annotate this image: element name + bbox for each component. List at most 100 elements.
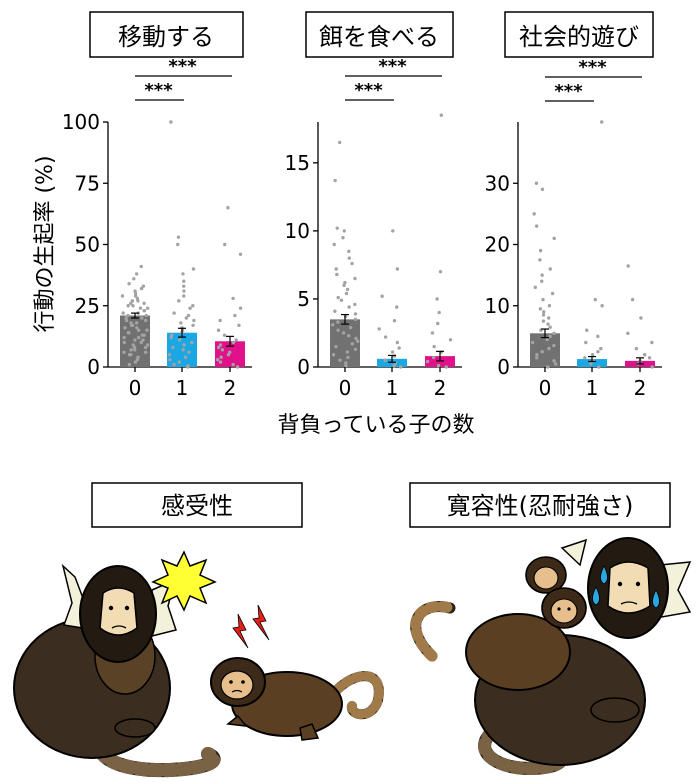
data-point — [177, 338, 182, 342]
data-point — [554, 362, 558, 366]
data-point — [123, 326, 127, 330]
y-tick-label: 20 — [485, 233, 510, 257]
data-point — [335, 226, 339, 230]
x-tick-label: 1 — [386, 376, 399, 400]
data-point — [547, 346, 551, 351]
data-point — [331, 323, 335, 327]
data-point — [547, 316, 551, 320]
data-point — [140, 316, 144, 320]
data-point — [216, 328, 221, 332]
data-point — [348, 325, 353, 330]
data-point — [181, 348, 185, 352]
y-tick-label: 30 — [485, 171, 510, 195]
sensitivity-label-box: 感受性 — [91, 482, 303, 528]
data-point — [182, 343, 186, 347]
data-point — [431, 355, 436, 360]
panel-title-eat: 餌を食べる — [319, 23, 439, 51]
data-point — [124, 318, 129, 323]
panel-title-box-eat: 餌を食べる — [305, 11, 454, 58]
data-point — [231, 340, 236, 345]
y-axis-label: 行動の生起率 (%) — [33, 155, 58, 332]
data-point — [184, 316, 189, 320]
data-point — [182, 284, 186, 288]
data-point — [354, 336, 358, 341]
adult-marmoset-right-illustration — [410, 537, 692, 776]
data-point — [139, 264, 143, 269]
data-point — [535, 353, 539, 357]
startle-flash-icon — [151, 550, 217, 612]
data-point — [143, 345, 148, 350]
data-point — [448, 338, 453, 342]
data-point — [336, 328, 340, 332]
adult-marmoset-left-illustration — [13, 563, 221, 778]
data-point — [541, 313, 546, 317]
significance-label: *** — [554, 81, 583, 102]
data-point — [435, 297, 439, 301]
data-point — [131, 304, 135, 308]
data-point — [546, 322, 550, 326]
data-point — [182, 279, 186, 283]
data-point — [129, 301, 133, 305]
y-tick-label: 0 — [497, 355, 510, 379]
data-point — [397, 346, 401, 350]
data-point — [436, 321, 440, 326]
data-point — [548, 334, 552, 339]
data-point — [129, 353, 133, 357]
data-point — [136, 335, 141, 340]
data-point — [169, 335, 173, 340]
y-tick-label: 0 — [87, 355, 100, 379]
data-point — [126, 304, 130, 308]
data-point — [126, 313, 130, 318]
data-point — [533, 285, 538, 290]
chart-panel-eat: 0 5 10 15 0 1 2 *** *** — [285, 56, 462, 400]
data-point — [380, 294, 384, 298]
data-point — [634, 346, 639, 351]
data-point — [179, 321, 183, 325]
data-point — [390, 350, 395, 354]
data-point — [133, 338, 137, 342]
data-point — [438, 270, 443, 274]
data-point — [355, 339, 360, 343]
x-tick-label: 2 — [634, 376, 647, 400]
data-point — [336, 320, 340, 324]
data-point — [127, 282, 131, 286]
data-point — [338, 358, 342, 362]
data-point — [546, 365, 550, 369]
data-point — [534, 224, 539, 228]
data-point — [121, 311, 125, 315]
data-point — [122, 335, 126, 340]
data-point — [439, 113, 444, 117]
y-tick-label: 100 — [62, 110, 100, 134]
data-point — [142, 333, 146, 337]
data-point — [133, 360, 138, 364]
data-point — [542, 310, 546, 314]
data-point — [176, 242, 180, 247]
data-point — [218, 318, 222, 323]
data-point — [395, 340, 400, 345]
data-point — [139, 286, 144, 291]
data-point — [552, 331, 556, 336]
data-point — [238, 306, 243, 310]
data-point — [341, 235, 345, 240]
data-point — [223, 242, 227, 247]
data-point — [545, 337, 549, 342]
data-point — [593, 297, 597, 302]
data-point — [540, 279, 544, 283]
data-point — [186, 313, 191, 318]
data-point — [530, 340, 535, 345]
data-point — [172, 362, 176, 367]
data-point — [437, 310, 441, 315]
data-point — [535, 356, 539, 360]
y-tick-label: 15 — [285, 151, 310, 175]
data-point — [231, 362, 235, 367]
data-point — [350, 342, 354, 346]
data-point — [391, 229, 395, 233]
data-point — [430, 331, 435, 335]
data-point — [142, 308, 146, 313]
data-point — [215, 357, 220, 362]
data-point — [342, 283, 346, 288]
data-point — [134, 272, 139, 276]
significance-label: *** — [378, 56, 407, 77]
data-point — [392, 319, 397, 323]
data-point — [541, 319, 546, 323]
